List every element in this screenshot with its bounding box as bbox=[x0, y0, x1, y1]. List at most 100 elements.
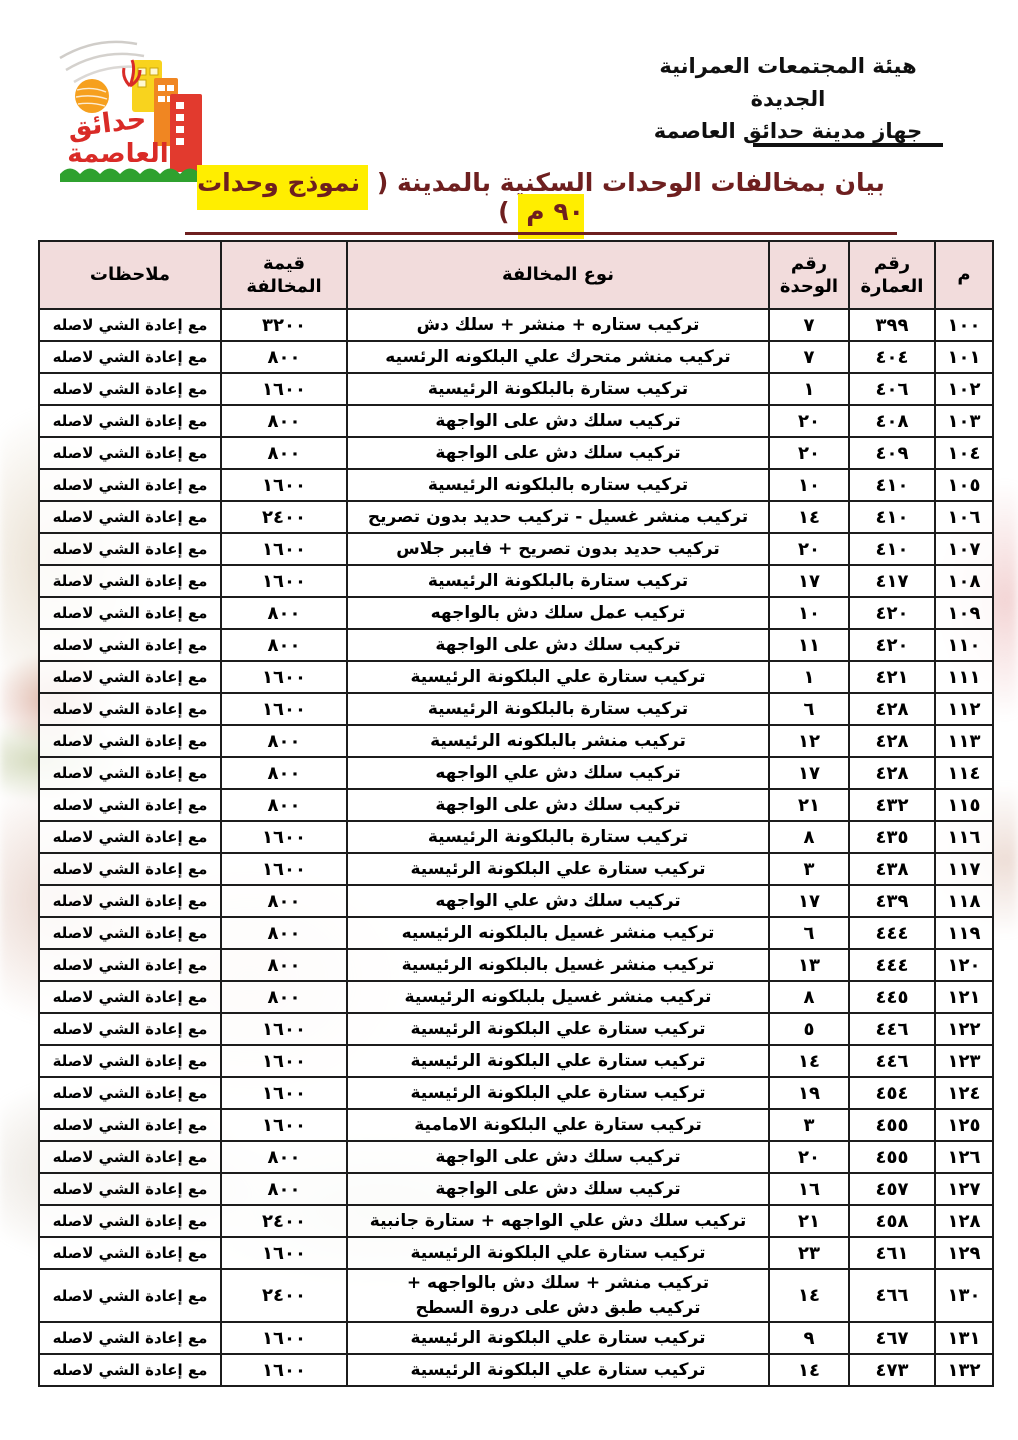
city-logo: حدائق العاصمة bbox=[52, 28, 222, 183]
table-row: ١٣٢ ٤٧٣ ١٤ تركيب ستارة علي البلكونة الرئيسي… bbox=[38, 1353, 994, 1388]
building-cell: ٤٣٢ bbox=[848, 788, 936, 822]
notes-cell: مع إعادة الشي لاصله bbox=[38, 1172, 222, 1206]
notes-cell: مع إعادة الشي لاصله bbox=[38, 596, 222, 630]
org-name-line1: هيئة المجتمعات العمرانية الجديدة bbox=[659, 54, 917, 111]
table-row: ١١١ ٤٢١ ١ تركيب ستارة علي البلكونة الرئيسية… bbox=[38, 660, 994, 694]
serial-cell: ١٠٧ bbox=[934, 532, 994, 566]
notes-cell: مع إعادة الشي لاصله bbox=[38, 1353, 222, 1388]
value-cell: ٢٤٠٠ bbox=[220, 1267, 348, 1324]
notes-cell: مع إعادة الشي لاصله bbox=[38, 340, 222, 374]
value-cell: ٢٤٠٠ bbox=[220, 500, 348, 534]
table-row: ١٢٨ ٤٥٨ ٢١ تركيب سلك دش علي الواجهه + ستارة… bbox=[38, 1204, 994, 1238]
building-window bbox=[137, 79, 147, 88]
serial-cell: ١١٠ bbox=[934, 628, 994, 662]
value-cell: ١٦٠٠ bbox=[220, 852, 348, 886]
table-row: ١٠٩ ٤٢٠ ١٠ تركيب عمل سلك دش بالواجهه ٨٠٠ مع إ… bbox=[38, 596, 994, 630]
city-logo-graphic: حدائق العاصمة bbox=[59, 40, 202, 182]
serial-cell: ١٠٣ bbox=[934, 404, 994, 438]
unit-cell: ١ bbox=[768, 372, 850, 406]
value-cell: ١٦٠٠ bbox=[220, 1044, 348, 1078]
value-cell: ١٦٠٠ bbox=[220, 532, 348, 566]
violation-cell: تركيب ستارة بالبلكونة الرئيسية bbox=[346, 692, 770, 726]
notes-cell: مع إعادة الشي لاصله bbox=[38, 756, 222, 790]
unit-cell: ٨ bbox=[768, 980, 850, 1014]
unit-cell: ٢٠ bbox=[768, 436, 850, 470]
value-cell: ١٦٠٠ bbox=[220, 564, 348, 598]
serial-cell: ١٢٨ bbox=[934, 1204, 994, 1238]
unit-cell: ١٣ bbox=[768, 948, 850, 982]
notes-cell: مع إعادة الشي لاصله bbox=[38, 660, 222, 694]
table-row: ١٢٧ ٤٥٧ ١٦ تركيب سلك دش على الواجهة ٨٠٠ مع إع… bbox=[38, 1172, 994, 1206]
notes-cell: مع إعادة الشي لاصله bbox=[38, 788, 222, 822]
notes-cell: مع إعادة الشي لاصلة bbox=[38, 1044, 222, 1078]
value-cell: ٨٠٠ bbox=[220, 884, 348, 918]
table-row: ١٢٦ ٤٥٥ ٢٠ تركيب سلك دش على الواجهة ٨٠٠ مع إع… bbox=[38, 1140, 994, 1174]
unit-cell: ١٤ bbox=[768, 1267, 850, 1324]
serial-cell: ١٢٩ bbox=[934, 1236, 994, 1270]
unit-cell: ١٦ bbox=[768, 1172, 850, 1206]
notes-cell: مع إعادة الشي لاصله bbox=[38, 404, 222, 438]
column-header-2: رقم الوحدة bbox=[768, 240, 850, 310]
unit-cell: ١ bbox=[768, 660, 850, 694]
notes-cell: مع إعادة الشي لاصله bbox=[38, 1321, 222, 1356]
table-row: ١٠٠ ٣٩٩ ٧ تركيب ستاره + منشر + سلك دش ٣٢٠٠ مع… bbox=[38, 308, 994, 342]
serial-cell: ١٢٧ bbox=[934, 1172, 994, 1206]
building-cell: ٤٥٧ bbox=[848, 1172, 936, 1206]
value-cell: ٨٠٠ bbox=[220, 948, 348, 982]
unit-cell: ٢٣ bbox=[768, 1236, 850, 1270]
value-cell: ٨٠٠ bbox=[220, 724, 348, 758]
logo-text-bottom: العاصمة bbox=[67, 139, 168, 169]
table-row: ١٢٢ ٤٤٦ ٥ تركيب ستارة علي البلكونة الرئيسية… bbox=[38, 1012, 994, 1046]
building-window bbox=[176, 138, 184, 145]
value-cell: ٨٠٠ bbox=[220, 596, 348, 630]
notes-cell: مع إعادة الشي لاصله bbox=[38, 948, 222, 982]
violation-cell: تركيب ستاره + منشر + سلك دش bbox=[346, 308, 770, 342]
serial-cell: ١٠٥ bbox=[934, 468, 994, 502]
value-cell: ٨٠٠ bbox=[220, 1172, 348, 1206]
violation-cell: تركيب ستارة بالبلكونة الرئيسية bbox=[346, 564, 770, 598]
unit-cell: ١٧ bbox=[768, 884, 850, 918]
building-window bbox=[176, 114, 184, 121]
unit-cell: ١٩ bbox=[768, 1076, 850, 1110]
building-window bbox=[158, 96, 165, 102]
title-underline bbox=[185, 232, 897, 235]
building-window bbox=[176, 102, 184, 109]
building-cell: ٤٢٨ bbox=[848, 724, 936, 758]
violation-cell: تركيب ستارة علي البلكونة الرئيسية bbox=[346, 1076, 770, 1110]
violation-cell: تركيب ستارة علي البلكونة الامامية bbox=[346, 1108, 770, 1142]
value-cell: ٣٢٠٠ bbox=[220, 308, 348, 342]
serial-cell: ١١٢ bbox=[934, 692, 994, 726]
violation-cell: تركيب منشر غسيل بلبلكونه الرئيسية bbox=[346, 980, 770, 1014]
serial-cell: ١٣١ bbox=[934, 1321, 994, 1356]
title-text-before: بيان بمخالفات الوحدات السكنية بالمدينة ( bbox=[368, 168, 885, 197]
building-cell: ٤٧٣ bbox=[848, 1353, 936, 1388]
building-cell: ٤٣٩ bbox=[848, 884, 936, 918]
notes-cell: مع إعادة الشي لاصله bbox=[38, 1236, 222, 1270]
unit-cell: ٣ bbox=[768, 1108, 850, 1142]
violation-cell: تركيب ستارة بالبلكونة الرئيسية bbox=[346, 372, 770, 406]
building-window bbox=[137, 67, 147, 76]
value-cell: ٨٠٠ bbox=[220, 1140, 348, 1174]
building-cell: ٣٩٩ bbox=[848, 308, 936, 342]
value-cell: ٨٠٠ bbox=[220, 916, 348, 950]
building-cell: ٤٠٨ bbox=[848, 404, 936, 438]
logo-swoosh-line bbox=[59, 40, 138, 60]
table-row: ١٠٣ ٤٠٨ ٢٠ تركيب سلك دش على الواجهة ٨٠٠ مع إع… bbox=[38, 404, 994, 438]
building-cell: ٤٣٥ bbox=[848, 820, 936, 854]
violation-cell: تركيب ستارة علي البلكونة الرئيسية bbox=[346, 1044, 770, 1078]
serial-cell: ١٢٦ bbox=[934, 1140, 994, 1174]
violation-cell: تركيب ستاره بالبلكونه الرئيسية bbox=[346, 468, 770, 502]
notes-cell: مع إعادة الشي لاصله bbox=[38, 884, 222, 918]
notes-cell: مع إعادة الشي لاصله bbox=[38, 1012, 222, 1046]
table-row: ١٠٧ ٤١٠ ٢٠ تركيب حديد بدون تصريح + فايبر جل… bbox=[38, 532, 994, 566]
building-window bbox=[167, 85, 174, 91]
unit-cell: ١٤ bbox=[768, 1044, 850, 1078]
unit-cell: ٩ bbox=[768, 1321, 850, 1356]
value-cell: ١٦٠٠ bbox=[220, 692, 348, 726]
table-header-row: م رقم العمارة رقم الوحدة نوع المخالفة قيمة ا… bbox=[38, 240, 994, 310]
value-cell: ١٦٠٠ bbox=[220, 1108, 348, 1142]
serial-cell: ١١٥ bbox=[934, 788, 994, 822]
building-window bbox=[149, 67, 159, 76]
value-cell: ١٦٠٠ bbox=[220, 1321, 348, 1356]
